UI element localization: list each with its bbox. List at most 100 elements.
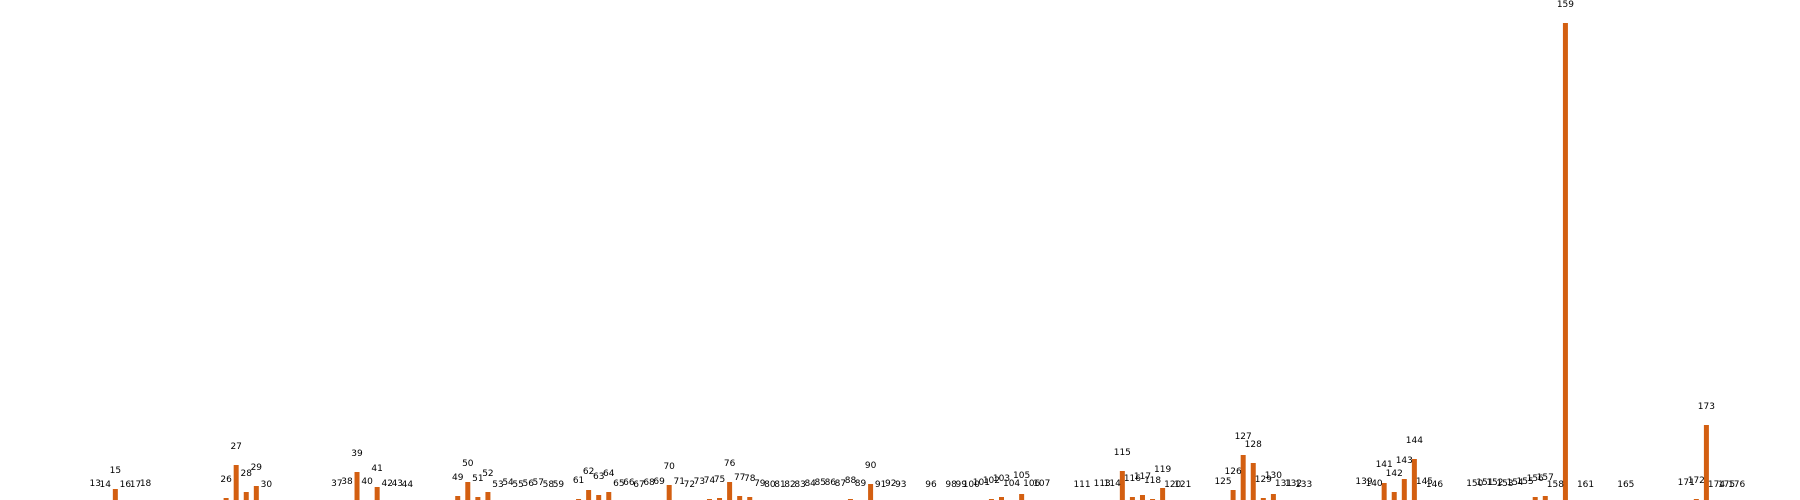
bar-29 — [253, 486, 259, 500]
bar-label-30: 30 — [261, 480, 273, 490]
bar-90 — [868, 484, 874, 500]
bar-105 — [1019, 494, 1025, 500]
bar-63 — [596, 495, 602, 500]
bar-157 — [1542, 496, 1548, 500]
bar-label-68: 68 — [643, 478, 655, 488]
bar-116 — [1129, 497, 1135, 500]
bar-label-83: 83 — [794, 480, 805, 490]
bar-117 — [1139, 495, 1145, 500]
bar-label-18: 18 — [140, 479, 152, 489]
bar-label-132: 132 — [1285, 479, 1302, 489]
bar-label-42: 42 — [382, 479, 393, 489]
bar-label-173: 173 — [1698, 402, 1715, 412]
bar-label-69: 69 — [653, 477, 665, 487]
bar-label-52: 52 — [482, 469, 493, 479]
bar-label-92: 92 — [885, 479, 896, 489]
bar-label-144: 144 — [1406, 436, 1423, 446]
bar-label-67: 67 — [633, 480, 644, 490]
bar-label-90: 90 — [865, 461, 877, 471]
bar-label-15: 15 — [110, 466, 121, 476]
bar-label-80: 80 — [764, 480, 776, 490]
bar-52 — [485, 492, 491, 500]
bar-label-154: 154 — [1506, 478, 1523, 488]
bar-78 — [747, 497, 753, 500]
bar-label-87: 87 — [835, 479, 846, 489]
bar-label-77: 77 — [734, 473, 745, 483]
bar-label-26: 26 — [220, 475, 232, 485]
bar-label-76: 76 — [724, 459, 736, 469]
bar-label-127: 127 — [1235, 432, 1252, 442]
bar-label-141: 141 — [1376, 460, 1393, 470]
bar-156 — [1532, 497, 1538, 500]
bar-label-39: 39 — [351, 449, 363, 459]
bar-label-62: 62 — [583, 467, 594, 477]
bar-label-78: 78 — [744, 474, 756, 484]
bar-label-29: 29 — [251, 463, 263, 473]
bar-label-79: 79 — [754, 479, 766, 489]
bar-label-43: 43 — [392, 479, 403, 489]
bar-129 — [1260, 498, 1266, 500]
bar-label-161: 161 — [1577, 480, 1594, 490]
bar-70 — [666, 485, 672, 500]
bar-label-120: 120 — [1164, 480, 1181, 490]
bar-115 — [1119, 471, 1125, 500]
bar-127 — [1240, 455, 1246, 500]
bar-label-41: 41 — [371, 464, 382, 474]
bar-label-103: 103 — [993, 474, 1010, 484]
bar-label-81: 81 — [774, 480, 785, 490]
bar-label-159: 159 — [1557, 0, 1574, 10]
bar-label-130: 130 — [1265, 471, 1282, 481]
bar-label-57: 57 — [533, 478, 544, 488]
bar-label-107: 107 — [1033, 479, 1050, 489]
bar-label-142: 142 — [1386, 469, 1403, 479]
bar-label-75: 75 — [714, 475, 725, 485]
bar-141 — [1381, 483, 1387, 500]
bar-126 — [1230, 490, 1236, 500]
bar-label-84: 84 — [804, 479, 816, 489]
bar-142 — [1391, 492, 1397, 500]
bar-label-172: 172 — [1688, 476, 1705, 486]
bar-label-50: 50 — [462, 459, 474, 469]
bar-label-73: 73 — [694, 477, 705, 487]
bar-label-150: 150 — [1466, 479, 1483, 489]
bar-label-129: 129 — [1255, 475, 1272, 485]
bar-label-74: 74 — [704, 476, 716, 486]
bar-label-176: 176 — [1728, 480, 1745, 490]
bar-41 — [374, 487, 380, 500]
bar-label-146: 146 — [1426, 480, 1443, 490]
bar-119 — [1160, 488, 1166, 500]
bar-label-88: 88 — [845, 476, 857, 486]
bar-label-114: 114 — [1104, 479, 1121, 489]
bar-label-105: 105 — [1013, 471, 1030, 481]
bar-label-128: 128 — [1245, 440, 1262, 450]
bar-62 — [586, 490, 592, 500]
bar-label-59: 59 — [553, 480, 565, 490]
bar-label-28: 28 — [241, 469, 253, 479]
bar-label-27: 27 — [230, 442, 241, 452]
bar-label-101: 101 — [973, 478, 990, 488]
bars-group — [112, 23, 1709, 500]
bar-label-40: 40 — [361, 477, 373, 487]
bar-label-61: 61 — [573, 476, 584, 486]
bar-label-119: 119 — [1154, 465, 1171, 475]
bar-label-63: 63 — [593, 472, 604, 482]
bar-label-152: 152 — [1486, 478, 1503, 488]
bar-label-44: 44 — [402, 480, 414, 490]
bar-144 — [1411, 459, 1417, 500]
bar-label-100: 100 — [963, 480, 980, 490]
bar-label-51: 51 — [472, 474, 483, 484]
bar-label-156: 156 — [1527, 474, 1544, 484]
bar-75 — [717, 498, 723, 500]
bar-label-82: 82 — [784, 480, 795, 490]
bar-28 — [243, 492, 249, 500]
bar-label-140: 140 — [1365, 479, 1382, 489]
bar-label-99: 99 — [955, 480, 967, 490]
bar-label-104: 104 — [1003, 479, 1020, 489]
bar-103 — [999, 497, 1004, 500]
bar-label-175: 175 — [1718, 480, 1735, 490]
bar-label-143: 143 — [1396, 456, 1413, 466]
bar-label-72: 72 — [684, 480, 695, 490]
bar-label-171: 171 — [1678, 478, 1695, 488]
bar-label-38: 38 — [341, 477, 353, 487]
bar-label-121: 121 — [1174, 480, 1191, 490]
